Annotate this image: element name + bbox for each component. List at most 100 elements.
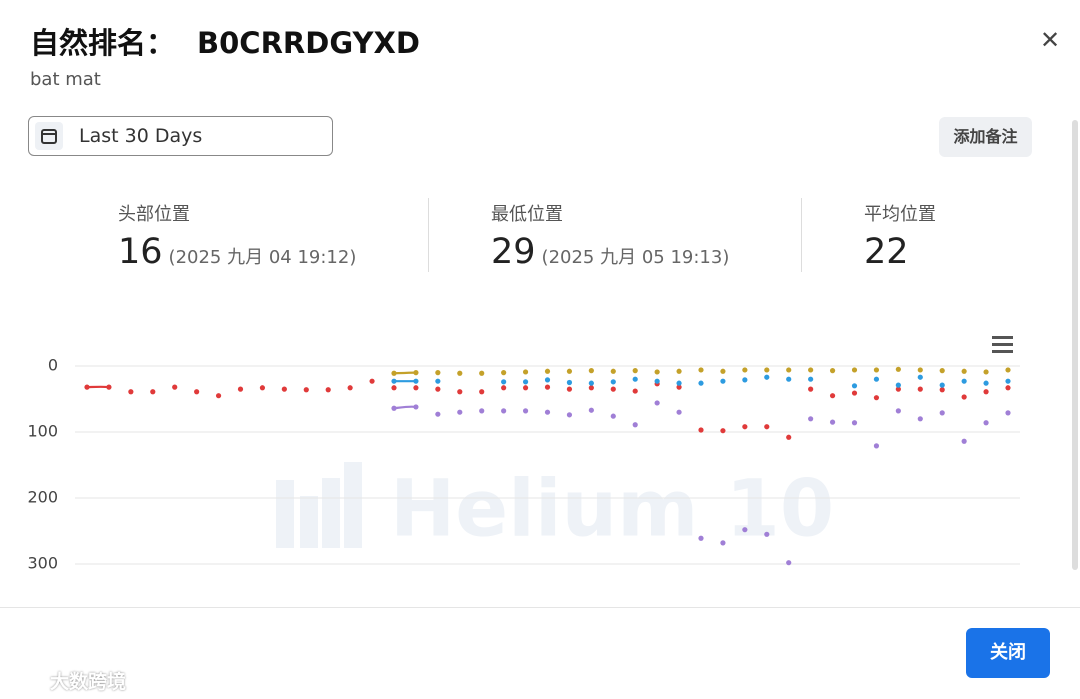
point <box>1005 367 1011 373</box>
point <box>128 389 134 395</box>
point <box>676 380 682 386</box>
chart: Helium 10 0 100 200 300 <box>27 336 1020 573</box>
add-note-button[interactable]: 添加备注 <box>939 117 1032 157</box>
point <box>1005 385 1011 391</box>
point <box>742 424 748 430</box>
point <box>720 428 726 434</box>
point <box>457 370 463 376</box>
stat: 平均位置 22 <box>864 200 936 272</box>
point <box>391 405 397 411</box>
date-range: Last 30 Days <box>79 125 203 147</box>
divider <box>428 198 429 272</box>
point <box>676 368 682 374</box>
point <box>654 378 660 384</box>
stat-value: 16 (2025 九月 04 19:12) <box>118 232 356 272</box>
point <box>610 368 616 374</box>
point <box>150 389 156 395</box>
point <box>873 395 880 401</box>
point <box>501 408 507 414</box>
point <box>566 368 573 374</box>
point <box>413 385 419 391</box>
point <box>698 380 704 386</box>
point <box>194 389 200 395</box>
point <box>522 369 529 375</box>
point <box>851 383 858 389</box>
point <box>215 393 222 399</box>
point <box>479 408 485 414</box>
scrollbar[interactable] <box>1072 120 1078 570</box>
stat-label: 平均位置 <box>864 204 936 225</box>
calendar-icon <box>35 122 63 150</box>
watermark: Helium 10 <box>276 462 834 554</box>
point <box>566 386 573 392</box>
point <box>895 386 901 392</box>
point <box>786 376 792 382</box>
point <box>588 385 594 391</box>
title-label: 自然排名： <box>30 26 176 60</box>
point <box>764 374 770 380</box>
point <box>457 409 463 415</box>
point <box>698 535 704 541</box>
point <box>413 404 419 410</box>
date-picker[interactable]: Last 30 Days <box>28 116 333 156</box>
point <box>917 386 923 392</box>
stat-value: 29 (2025 九月 05 19:13) <box>491 232 729 272</box>
point <box>413 370 419 376</box>
point <box>501 385 507 391</box>
point <box>829 393 836 399</box>
point <box>435 370 441 376</box>
point <box>413 378 419 384</box>
point <box>479 389 485 395</box>
point <box>632 368 638 374</box>
subtitle: bat mat <box>30 69 101 90</box>
point <box>369 378 375 384</box>
stat-time: (2025 九月 05 19:13) <box>541 247 730 268</box>
stat-number: 16 <box>118 232 163 272</box>
point <box>303 387 309 393</box>
watermark-text: Helium 10 <box>390 464 834 554</box>
point <box>808 367 814 373</box>
point <box>347 385 353 391</box>
series <box>84 378 1011 440</box>
point <box>610 386 616 392</box>
point <box>939 368 945 374</box>
close-button[interactable]: 关闭 <box>966 628 1050 678</box>
point <box>939 382 945 388</box>
close-icon[interactable]: ✕ <box>1040 26 1061 54</box>
point <box>895 382 901 388</box>
point <box>895 408 901 414</box>
menu-icon[interactable] <box>992 336 1013 353</box>
point <box>873 367 880 373</box>
y-tick-label: 0 <box>48 356 58 375</box>
stat: 最低位置 29 (2025 九月 05 19:13) <box>491 200 729 272</box>
point <box>742 367 748 373</box>
point <box>281 386 287 392</box>
stat-time: (2025 九月 04 19:12) <box>168 247 357 268</box>
point <box>391 370 397 376</box>
point <box>917 416 923 422</box>
line <box>393 405 417 410</box>
point <box>720 368 726 374</box>
stat-value: 22 <box>864 232 936 272</box>
y-tick-label: 100 <box>27 422 58 441</box>
asin: B0CRRDGYXD <box>197 26 420 60</box>
title: 自然排名： B0CRRDGYXD <box>30 20 442 62</box>
point <box>742 377 748 383</box>
point <box>786 434 792 440</box>
point <box>983 380 989 386</box>
point <box>566 412 573 418</box>
point <box>698 427 704 433</box>
point <box>764 367 770 373</box>
point <box>237 386 244 392</box>
point <box>939 410 945 416</box>
point <box>742 527 748 533</box>
point <box>1005 378 1011 384</box>
stat-number: 29 <box>491 232 536 272</box>
point <box>983 420 989 426</box>
point <box>544 368 551 374</box>
point <box>654 369 660 375</box>
point <box>106 384 112 390</box>
point <box>676 384 682 390</box>
point <box>808 416 814 422</box>
point <box>829 419 836 425</box>
